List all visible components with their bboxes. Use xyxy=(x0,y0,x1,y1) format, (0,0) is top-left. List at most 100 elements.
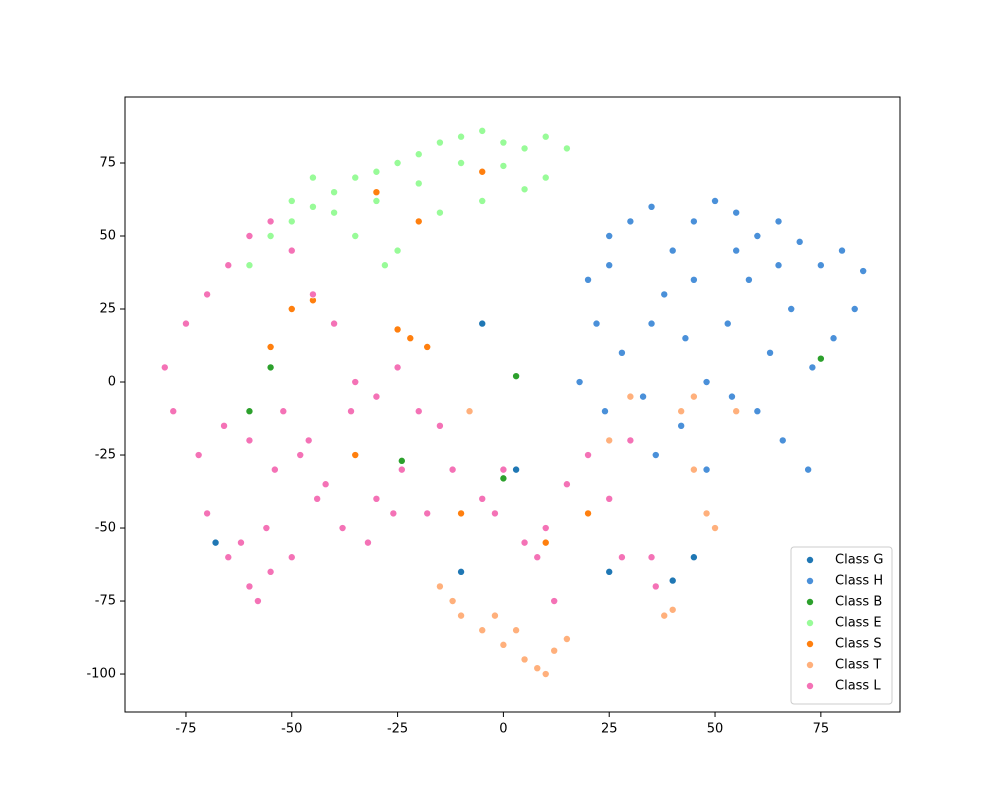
legend-label: Class H xyxy=(835,574,883,589)
point xyxy=(689,392,698,401)
legend-label: Class E xyxy=(835,616,882,631)
legend-marker xyxy=(806,577,815,586)
point xyxy=(478,167,487,176)
point xyxy=(702,378,711,387)
point xyxy=(397,465,406,474)
point xyxy=(414,217,423,226)
point xyxy=(389,509,398,518)
point xyxy=(702,465,711,474)
point xyxy=(423,342,432,351)
point xyxy=(321,480,330,489)
point xyxy=(330,208,339,217)
point xyxy=(457,509,466,518)
x-tick-label: -25 xyxy=(387,722,408,737)
y-tick-label: -75 xyxy=(95,594,116,609)
point xyxy=(668,605,677,614)
legend-box xyxy=(790,546,893,705)
point xyxy=(220,421,229,430)
point xyxy=(397,456,406,465)
point xyxy=(702,509,711,518)
point xyxy=(270,465,279,474)
point xyxy=(478,319,487,328)
point xyxy=(414,179,423,188)
point xyxy=(245,261,254,270)
point xyxy=(711,524,720,533)
point xyxy=(266,217,275,226)
point xyxy=(372,188,381,197)
point xyxy=(457,158,466,167)
point xyxy=(550,597,559,606)
point xyxy=(363,538,372,547)
legend-marker xyxy=(806,556,815,565)
y-tick-label: 75 xyxy=(99,155,116,170)
point xyxy=(245,582,254,591)
point xyxy=(774,261,783,270)
point xyxy=(651,451,660,460)
point xyxy=(266,363,275,372)
point xyxy=(512,465,521,474)
point xyxy=(266,232,275,241)
point xyxy=(605,261,614,270)
point xyxy=(732,208,741,217)
point xyxy=(753,407,762,416)
point xyxy=(330,319,339,328)
point xyxy=(520,185,529,194)
point xyxy=(414,150,423,159)
point xyxy=(550,646,559,655)
legend-marker xyxy=(806,640,815,649)
point xyxy=(668,246,677,255)
x-tick-label: -75 xyxy=(175,722,196,737)
point xyxy=(351,451,360,460)
point xyxy=(533,553,542,562)
point xyxy=(287,196,296,205)
point xyxy=(626,217,635,226)
point xyxy=(478,196,487,205)
point xyxy=(211,538,220,547)
point xyxy=(266,342,275,351)
point xyxy=(689,465,698,474)
point xyxy=(435,208,444,217)
legend-label: Class L xyxy=(835,679,881,694)
point xyxy=(203,509,212,518)
point xyxy=(490,509,499,518)
point xyxy=(778,436,787,445)
point xyxy=(753,232,762,241)
point xyxy=(744,275,753,284)
point xyxy=(423,509,432,518)
point xyxy=(723,319,732,328)
point xyxy=(600,407,609,416)
point xyxy=(279,407,288,416)
point xyxy=(262,524,271,533)
point xyxy=(499,161,508,170)
point xyxy=(605,232,614,241)
point xyxy=(727,392,736,401)
point xyxy=(372,196,381,205)
point xyxy=(253,597,262,606)
point xyxy=(660,611,669,620)
point xyxy=(584,275,593,284)
point xyxy=(766,348,775,357)
point xyxy=(448,465,457,474)
point xyxy=(689,275,698,284)
point xyxy=(808,363,817,372)
point xyxy=(647,319,656,328)
point xyxy=(647,553,656,562)
point xyxy=(490,611,499,620)
point xyxy=(245,407,254,416)
point xyxy=(541,670,550,679)
point xyxy=(605,436,614,445)
point xyxy=(575,378,584,387)
point xyxy=(372,167,381,176)
point xyxy=(605,494,614,503)
point xyxy=(850,305,859,314)
point xyxy=(338,524,347,533)
point xyxy=(435,421,444,430)
point xyxy=(266,567,275,576)
point xyxy=(651,582,660,591)
point xyxy=(677,421,686,430)
point xyxy=(435,582,444,591)
point xyxy=(584,451,593,460)
point xyxy=(562,634,571,643)
